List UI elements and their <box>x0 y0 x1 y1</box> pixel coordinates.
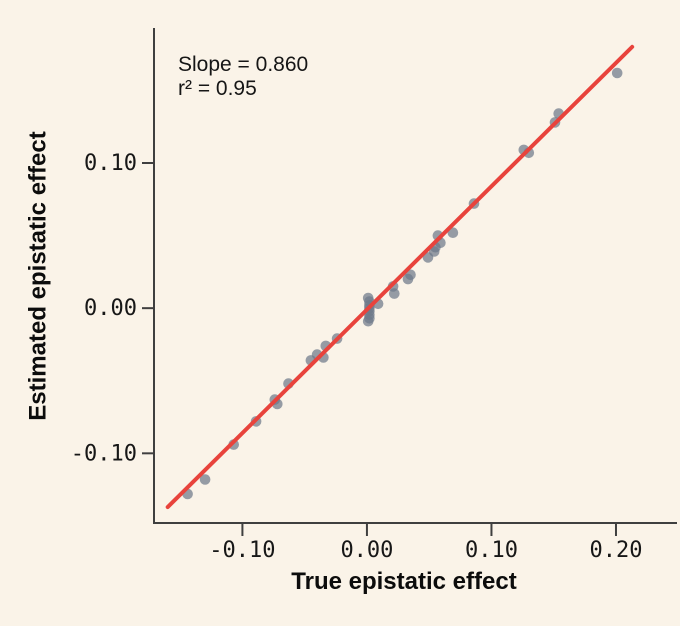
annotation-slope: Slope = 0.860 <box>178 53 308 76</box>
annotation-r-squared: r² = 0.95 <box>178 77 257 100</box>
data-point <box>447 227 459 238</box>
x-tick-label: 0.20 <box>589 538 642 563</box>
data-point <box>362 315 374 327</box>
y-tick-label: -0.10 <box>71 441 137 466</box>
data-point <box>611 67 623 79</box>
x-tick-label: 0.10 <box>465 538 518 563</box>
regression-line <box>165 44 635 510</box>
data-point <box>405 269 416 281</box>
x-axis-ticks: -0.10 0.00 0.10 0.20 <box>209 523 642 563</box>
axes-spines <box>153 28 677 524</box>
y-axis-ticks: 0.10 0.00 -0.10 <box>71 151 154 466</box>
x-tick-label: 0.00 <box>340 538 393 563</box>
x-axis-title: True epistatic effect <box>291 568 516 595</box>
data-point <box>389 288 400 299</box>
data-point <box>199 474 211 485</box>
y-tick-label: 0.10 <box>84 151 137 176</box>
x-tick-label: -0.10 <box>209 538 275 563</box>
y-tick-label: 0.00 <box>84 296 137 321</box>
scatter-points <box>182 67 623 500</box>
y-axis-title: Estimated epistatic effect <box>25 131 52 420</box>
